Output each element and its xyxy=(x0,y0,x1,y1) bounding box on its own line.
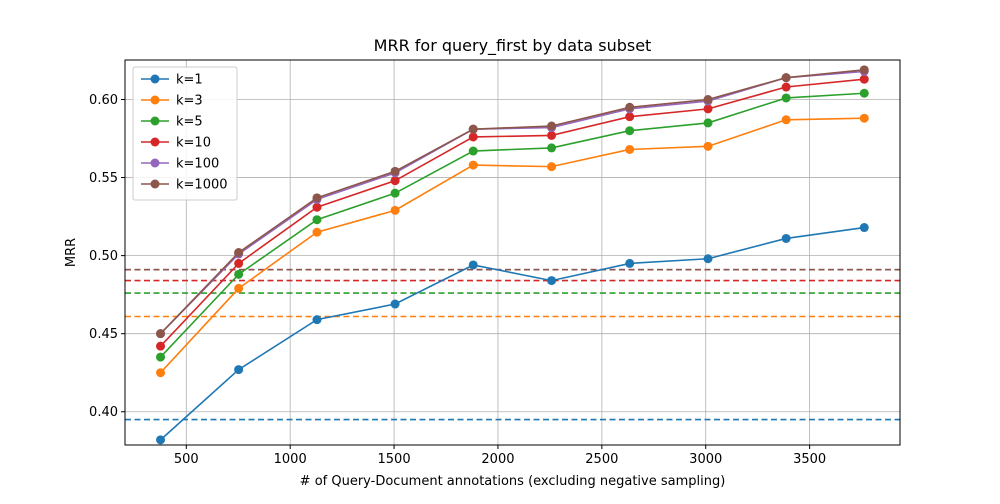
data-point xyxy=(859,223,869,233)
data-point xyxy=(234,258,244,268)
data-point xyxy=(859,113,869,123)
x-tick-label: 2500 xyxy=(585,452,618,467)
legend-label: k=1 xyxy=(176,73,203,88)
data-point xyxy=(390,166,400,176)
legend-label: k=3 xyxy=(176,94,203,109)
data-point xyxy=(234,283,244,293)
y-axis-label: MRR xyxy=(64,238,79,267)
data-point xyxy=(390,299,400,309)
legend-marker xyxy=(150,137,160,147)
data-point xyxy=(547,143,557,153)
data-point xyxy=(781,93,791,103)
data-point xyxy=(390,176,400,186)
data-point xyxy=(234,248,244,257)
data-point xyxy=(468,160,478,170)
data-point xyxy=(468,260,478,270)
data-point xyxy=(703,254,713,264)
data-point xyxy=(312,193,322,203)
series-line xyxy=(159,78,865,347)
legend-marker xyxy=(150,74,160,84)
series-line xyxy=(159,70,865,335)
data-point xyxy=(703,141,713,151)
data-point xyxy=(859,74,869,84)
x-tick-label: 1500 xyxy=(378,452,411,467)
data-point xyxy=(156,435,166,445)
data-point xyxy=(312,202,322,212)
y-tick-label: 0.60 xyxy=(89,93,118,108)
data-point xyxy=(234,365,244,375)
y-tick-label: 0.55 xyxy=(89,171,118,186)
y-tick-label: 0.40 xyxy=(89,405,118,420)
legend-marker xyxy=(150,116,160,126)
x-tick-label: 3500 xyxy=(793,452,826,467)
series-layer xyxy=(156,65,869,445)
ticks-layer: 500 1000 1500 2000 2500 3000 3500 0.40 0.45 0.50 0… xyxy=(89,93,826,467)
chart-title: MRR for query_first by data subset xyxy=(374,36,652,56)
series-line xyxy=(159,117,865,374)
data-point xyxy=(625,112,635,122)
data-point xyxy=(625,102,635,112)
data-point xyxy=(703,118,713,128)
baseline-layer xyxy=(125,268,900,421)
data-point xyxy=(390,188,400,198)
legend-marker xyxy=(150,95,160,105)
series-line xyxy=(159,69,865,335)
data-point xyxy=(781,73,791,83)
data-point xyxy=(312,215,322,225)
data-point xyxy=(156,352,166,362)
data-point xyxy=(547,162,557,172)
x-tick-label: 1000 xyxy=(274,452,307,467)
series-line xyxy=(159,226,865,441)
data-point xyxy=(625,126,635,136)
data-point xyxy=(390,205,400,215)
x-tick-label: 3000 xyxy=(689,452,722,467)
legend-label: k=1000 xyxy=(176,178,228,193)
data-point xyxy=(234,269,244,279)
data-point xyxy=(859,65,869,75)
data-point xyxy=(468,146,478,156)
legend-marker xyxy=(150,158,160,168)
legend-label: k=10 xyxy=(176,136,211,151)
data-point xyxy=(468,132,478,142)
legend-marker xyxy=(150,179,160,189)
data-point xyxy=(547,121,557,131)
data-point xyxy=(547,276,557,286)
data-point xyxy=(781,233,791,243)
data-point xyxy=(312,227,322,237)
data-point xyxy=(859,88,869,98)
data-point xyxy=(547,130,557,140)
series-line xyxy=(159,92,865,358)
legend: k=1 k=3 k=5 k=10 k=100 k=1000 xyxy=(132,66,238,201)
legend-label: k=5 xyxy=(176,115,203,130)
x-axis-label: # of Query-Document annotations (excludi… xyxy=(300,474,726,489)
data-point xyxy=(625,258,635,268)
y-tick-label: 0.50 xyxy=(89,249,118,264)
data-point xyxy=(781,115,791,125)
data-point xyxy=(468,124,478,134)
x-tick-label: 500 xyxy=(174,452,199,467)
data-point xyxy=(703,104,713,114)
data-point xyxy=(781,82,791,92)
x-tick-label: 2000 xyxy=(481,452,514,467)
data-point xyxy=(312,315,322,325)
data-point xyxy=(156,329,166,339)
legend-label: k=100 xyxy=(176,157,219,172)
plot-frame xyxy=(124,59,901,446)
data-point xyxy=(703,94,713,104)
data-point xyxy=(625,144,635,154)
data-point xyxy=(156,341,166,351)
data-point xyxy=(156,368,166,378)
y-tick-label: 0.45 xyxy=(89,327,118,342)
